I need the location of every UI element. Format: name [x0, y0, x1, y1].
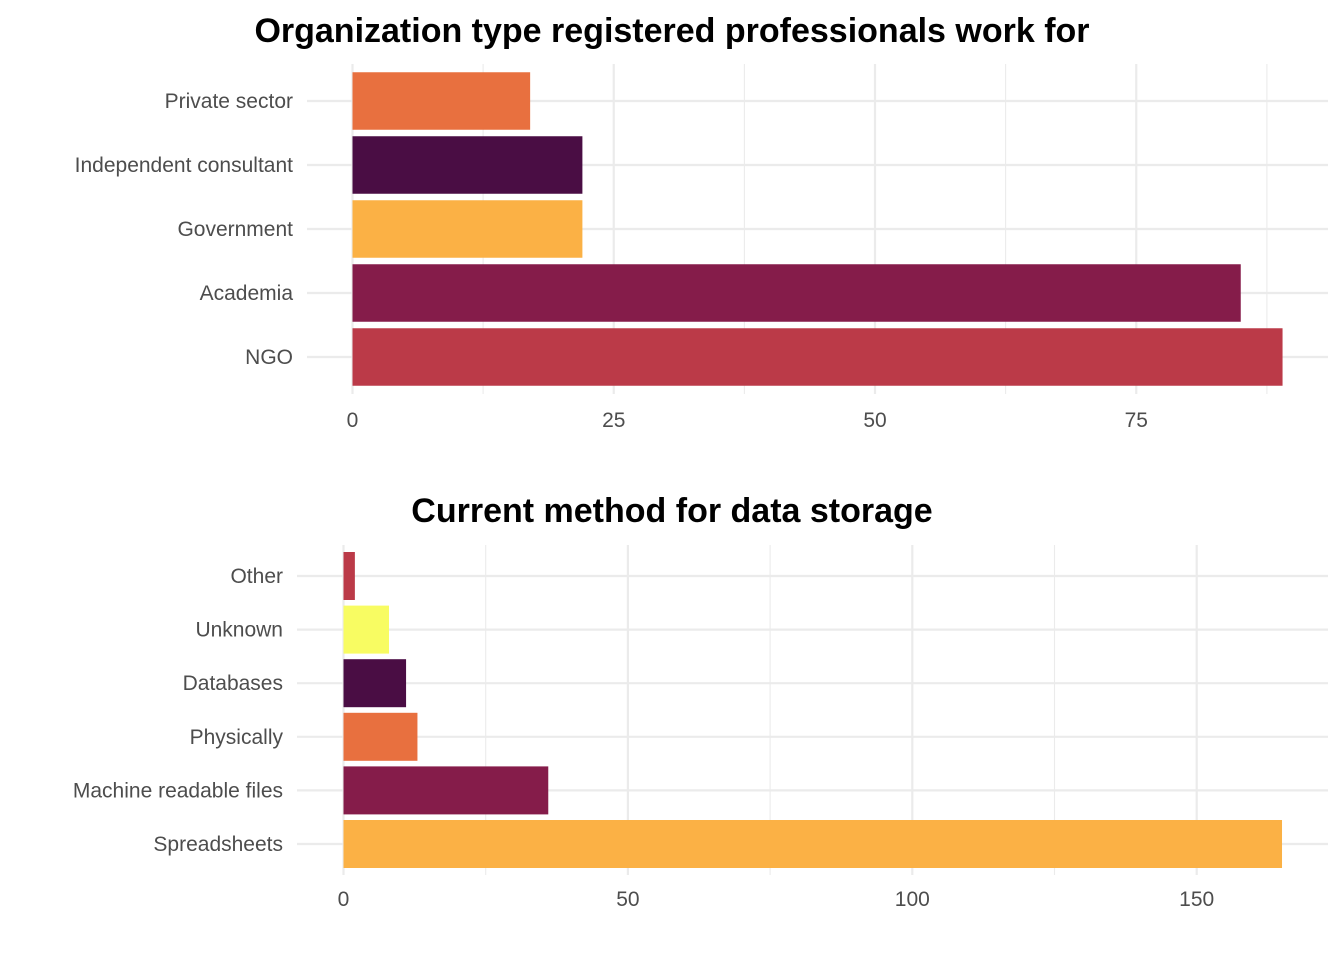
chart-1-title: Organization type registered professiona… — [254, 12, 1089, 50]
category-label: Machine readable files — [73, 779, 283, 802]
bar-government — [352, 200, 583, 258]
category-label: Government — [177, 218, 293, 241]
x-tick-label: 100 — [895, 888, 930, 911]
category-label: Unknown — [195, 619, 283, 642]
bar-databases — [343, 659, 407, 708]
bar-academia — [352, 264, 1241, 322]
x-tick-label: 75 — [1125, 409, 1148, 432]
bar-machine-readable-files — [343, 766, 549, 815]
x-tick-label: 0 — [347, 409, 359, 432]
bar-independent-consultant — [352, 136, 583, 194]
bar-spreadsheets — [343, 820, 1283, 868]
category-label: Other — [230, 565, 283, 588]
bar-private-sector — [352, 72, 531, 130]
bar-unknown — [343, 605, 390, 654]
bar-ngo — [352, 328, 1283, 386]
x-tick-label: 25 — [602, 409, 625, 432]
category-label: Academia — [200, 282, 294, 305]
x-tick-label: 50 — [863, 409, 886, 432]
category-label: NGO — [245, 346, 293, 369]
category-label: Physically — [190, 726, 284, 749]
category-label: Spreadsheets — [153, 833, 283, 856]
x-tick-label: 50 — [616, 888, 639, 911]
x-tick-label: 0 — [338, 888, 350, 911]
bar-other — [343, 552, 355, 600]
category-label: Private sector — [165, 90, 293, 113]
bar-physically — [343, 712, 418, 761]
chart-2-panel: Spreadsheets Machine readable files Physic… — [73, 545, 1328, 911]
x-tick-label: 150 — [1179, 888, 1214, 911]
category-label: Databases — [183, 672, 283, 695]
chart-1-panel: NGO Academia Government Independent consult… — [75, 64, 1328, 432]
chart-2-title: Current method for data storage — [411, 492, 932, 530]
category-label: Independent consultant — [75, 154, 294, 177]
